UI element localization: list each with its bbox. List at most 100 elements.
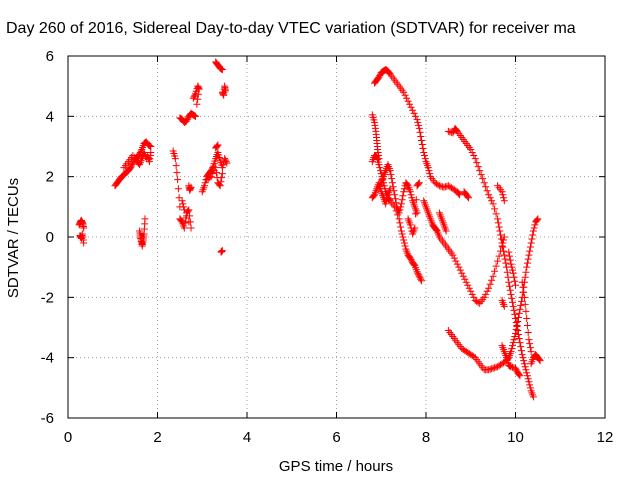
data-point (129, 159, 137, 167)
x-tick-label: 4 (243, 429, 251, 446)
data-point (523, 372, 531, 380)
data-point (512, 318, 520, 326)
data-point (213, 142, 221, 150)
data-point (523, 321, 531, 329)
data-point (528, 235, 536, 243)
data-point (515, 309, 523, 317)
data-point (524, 375, 532, 383)
data-point (396, 206, 404, 214)
data-point (486, 280, 494, 288)
data-point (486, 194, 494, 202)
y-axis-title: SDTVAR / TECUs (5, 178, 22, 298)
data-point (512, 281, 519, 289)
data-point (512, 326, 520, 334)
data-point (492, 262, 500, 270)
data-point (520, 357, 528, 365)
data-point (500, 251, 508, 259)
data-point (375, 161, 383, 169)
data-point (455, 190, 463, 198)
data-point (522, 307, 530, 315)
data-point (480, 293, 488, 301)
data-point (449, 251, 457, 259)
data-point (505, 278, 513, 286)
data-point (425, 167, 433, 175)
data-point (462, 278, 470, 286)
data-point (468, 290, 476, 298)
data-point (415, 272, 423, 280)
data-point (521, 300, 529, 308)
data-point (190, 111, 198, 119)
data-point (510, 306, 518, 314)
data-point (184, 207, 192, 215)
data-point (533, 216, 541, 224)
data-point (219, 161, 227, 169)
data-point (536, 357, 544, 365)
data-point (517, 347, 525, 355)
data-point (526, 243, 534, 251)
data-point (442, 227, 450, 235)
data-point (500, 247, 508, 255)
data-point (183, 115, 191, 123)
data-point (509, 342, 517, 350)
data-point (128, 161, 136, 169)
data-point (468, 149, 476, 157)
data-point (432, 226, 440, 234)
x-tick-label: 0 (64, 429, 72, 446)
data-point (180, 206, 188, 214)
data-point (218, 65, 226, 73)
data-point (209, 170, 217, 178)
data-point (506, 286, 514, 294)
data-point (397, 200, 405, 208)
data-point (494, 257, 502, 265)
data-point (418, 277, 426, 285)
data-point (386, 167, 394, 175)
data-point (509, 269, 517, 277)
data-point (456, 266, 464, 274)
data-point (491, 364, 499, 372)
y-tick-label: -2 (41, 289, 54, 306)
data-point (414, 118, 422, 126)
data-point (494, 215, 502, 223)
data-point (516, 339, 524, 347)
data-point (495, 223, 503, 231)
data-point (435, 182, 443, 190)
data-point (458, 269, 466, 277)
data-point (464, 193, 472, 201)
data-point (486, 365, 494, 373)
data-point (401, 242, 409, 250)
data-point (498, 188, 506, 196)
data-point (526, 340, 534, 348)
data-point (415, 271, 423, 279)
data-point (415, 121, 423, 129)
data-point (207, 173, 215, 181)
data-point (508, 263, 516, 271)
data-point (222, 87, 230, 95)
data-point (517, 297, 525, 305)
data-point (375, 155, 383, 163)
data-point (521, 363, 529, 371)
data-point (483, 187, 491, 195)
data-point (504, 273, 512, 281)
data-point (488, 197, 496, 205)
data-point (517, 301, 525, 309)
data-point (492, 363, 500, 371)
data-point (531, 221, 539, 229)
data-point (174, 185, 182, 193)
data-point (415, 179, 423, 187)
data-point (377, 185, 385, 193)
data-point (375, 73, 383, 81)
data-point (452, 257, 460, 265)
data-point (488, 365, 496, 373)
data-point (178, 197, 186, 205)
data-point (408, 194, 416, 202)
data-point (146, 142, 154, 150)
data-point (387, 171, 395, 179)
data-point (191, 112, 199, 120)
data-point (400, 236, 408, 244)
data-point (517, 343, 525, 351)
data-point (147, 149, 155, 157)
data-point (508, 345, 516, 353)
data-point (509, 363, 517, 371)
data-point (513, 321, 521, 329)
y-tick-labels: -6 -4 -2 0 2 4 6 (41, 48, 54, 427)
